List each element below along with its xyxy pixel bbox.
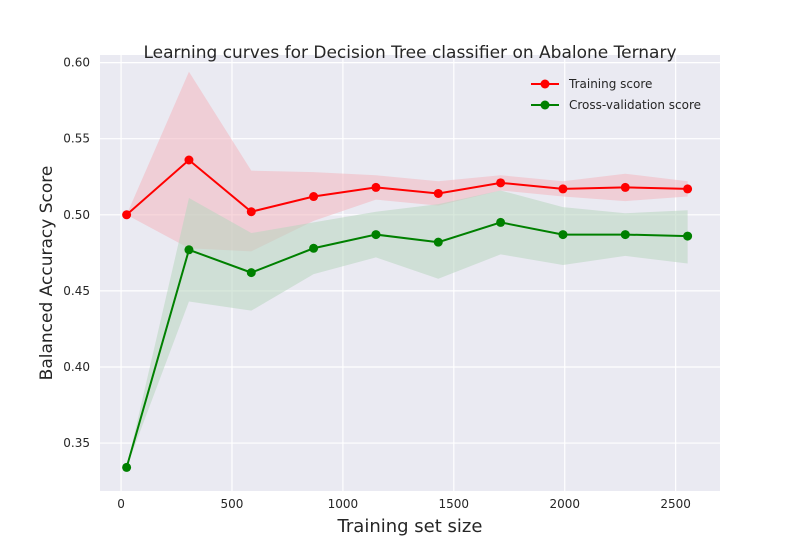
data-point [184, 245, 194, 255]
data-point [246, 268, 256, 278]
data-point [371, 230, 381, 240]
data-point [371, 182, 381, 192]
legend: Training score Cross-validation score [531, 77, 701, 112]
legend-label-1: Cross-validation score [569, 98, 701, 112]
y-axis-label: Balanced Accuracy Score [37, 166, 57, 381]
data-point [683, 231, 693, 241]
data-point [433, 237, 443, 247]
series-line-0 [125, 158, 688, 216]
confidence-band-1 [126, 190, 688, 468]
y-tick-label: 0.60 [63, 56, 90, 70]
data-point [433, 188, 443, 198]
data-point [620, 182, 630, 192]
data-point [122, 462, 132, 472]
chart-title: Learning curves for Decision Tree classi… [143, 43, 676, 63]
x-tick-label: 500 [221, 497, 244, 511]
data-point [309, 192, 319, 202]
y-tick-label: 0.55 [63, 132, 90, 146]
x-tick-label: 1500 [439, 497, 470, 511]
legend-marker-0 [540, 79, 550, 89]
x-tick-label: 0 [117, 497, 125, 511]
series-lines [125, 158, 688, 468]
series-markers [122, 155, 693, 472]
x-tick-label: 2000 [549, 497, 580, 511]
data-point [683, 184, 693, 194]
legend-label-0: Training score [568, 77, 652, 91]
data-point [558, 184, 568, 194]
data-point [184, 155, 194, 165]
y-tick-label: 0.45 [63, 284, 90, 298]
y-tick-label: 0.35 [63, 436, 90, 450]
legend-marker-1 [540, 100, 550, 110]
data-point [558, 230, 568, 240]
data-point [122, 210, 132, 220]
x-axis-label: Training set size [337, 516, 483, 537]
confidence-bands [126, 71, 688, 468]
x-tick-label: 2500 [660, 497, 691, 511]
y-tick-labels: 0.35 0.40 0.45 0.50 0.55 0.60 [63, 56, 90, 450]
y-tick-label: 0.40 [63, 360, 90, 374]
x-tick-label: 1000 [328, 497, 359, 511]
data-point [309, 243, 319, 253]
data-point [246, 207, 256, 217]
x-tick-labels: 0 500 1000 1500 2000 2500 [117, 497, 691, 511]
data-point [496, 217, 506, 227]
series-line-1 [125, 221, 688, 468]
y-tick-label: 0.50 [63, 208, 90, 222]
data-point [620, 230, 630, 240]
data-point [496, 178, 506, 188]
confidence-band-0 [126, 71, 688, 252]
